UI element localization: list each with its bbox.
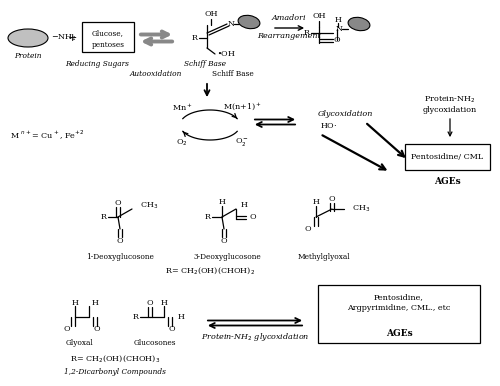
Text: Schiff Base: Schiff Base	[184, 60, 226, 68]
Text: Glyoxal: Glyoxal	[65, 339, 93, 347]
Text: 1,2-Dicarbonyl Compounds: 1,2-Dicarbonyl Compounds	[64, 368, 166, 376]
Text: R: R	[133, 313, 139, 321]
Text: +: +	[68, 33, 76, 43]
Text: O: O	[220, 237, 228, 245]
Text: Glucose,: Glucose,	[92, 29, 124, 37]
Text: R: R	[304, 29, 310, 37]
Text: O$_2^-$: O$_2^-$	[235, 137, 249, 149]
Text: O: O	[168, 325, 175, 333]
Text: O: O	[250, 213, 256, 221]
Text: R: R	[205, 213, 211, 221]
FancyBboxPatch shape	[405, 144, 490, 170]
Ellipse shape	[8, 29, 48, 47]
Text: Protein-NH$_2$: Protein-NH$_2$	[424, 95, 476, 105]
Ellipse shape	[348, 17, 370, 30]
Text: Amadori: Amadori	[272, 14, 306, 22]
Text: Pentosidine/ CML: Pentosidine/ CML	[411, 153, 483, 161]
Text: H: H	[312, 198, 320, 206]
Text: O: O	[64, 325, 70, 333]
FancyBboxPatch shape	[82, 22, 134, 52]
Text: Pentosidine,: Pentosidine,	[374, 293, 424, 301]
Text: H: H	[240, 201, 248, 209]
Text: $\mathdefault{\bullet}$OH: $\mathdefault{\bullet}$OH	[217, 49, 236, 59]
Text: O$_2$: O$_2$	[176, 138, 188, 148]
Text: H: H	[160, 299, 168, 307]
Text: N: N	[336, 25, 342, 33]
Ellipse shape	[238, 15, 260, 29]
Text: glycoxidation: glycoxidation	[423, 106, 477, 114]
Text: 3-Deoxyglucosone: 3-Deoxyglucosone	[193, 253, 261, 261]
Text: Glycoxidation: Glycoxidation	[318, 110, 374, 118]
Text: Autooxidation: Autooxidation	[130, 70, 182, 78]
Text: Rearrangement: Rearrangement	[257, 32, 321, 40]
Text: R= CH$_2$(OH)(CHOH)$_3$: R= CH$_2$(OH)(CHOH)$_3$	[70, 352, 160, 364]
Text: OH: OH	[312, 12, 326, 20]
Text: H: H	[92, 299, 98, 307]
Text: $\mathdefault{-NH_2}$: $\mathdefault{-NH_2}$	[51, 33, 77, 43]
Text: O: O	[94, 325, 100, 333]
Text: O: O	[328, 195, 336, 203]
Text: Mn$^+$: Mn$^+$	[172, 101, 192, 113]
Text: AGEs: AGEs	[434, 178, 460, 186]
Text: Argpyrimidine, CML., etc: Argpyrimidine, CML., etc	[348, 304, 451, 312]
Text: N: N	[228, 20, 234, 28]
Text: H: H	[334, 16, 342, 24]
Text: O: O	[304, 225, 312, 233]
Text: M $^{n+}$= Cu$^+$, Fe$^{+2}$: M $^{n+}$= Cu$^+$, Fe$^{+2}$	[10, 129, 85, 142]
Text: O: O	[334, 36, 340, 44]
Text: Protein: Protein	[14, 52, 42, 60]
Text: pentoses: pentoses	[92, 41, 124, 49]
Text: O: O	[146, 299, 154, 307]
Text: AGEs: AGEs	[386, 328, 412, 337]
Text: R: R	[192, 34, 198, 42]
Text: R= CH$_2$(OH)(CHOH)$_2$: R= CH$_2$(OH)(CHOH)$_2$	[165, 264, 255, 276]
Text: CH$_3$: CH$_3$	[352, 204, 370, 214]
Text: H: H	[72, 299, 78, 307]
Text: Methylglyoxal: Methylglyoxal	[298, 253, 350, 261]
Text: H: H	[218, 198, 226, 206]
Text: OH: OH	[204, 10, 218, 18]
Text: 1-Deoxyglucosone: 1-Deoxyglucosone	[86, 253, 154, 261]
Text: O: O	[116, 237, 123, 245]
Text: Reducing Sugars: Reducing Sugars	[65, 60, 129, 68]
Text: CH$_3$: CH$_3$	[140, 201, 158, 211]
Text: Protein-NH$_2$ glycoxidation: Protein-NH$_2$ glycoxidation	[200, 331, 310, 343]
Text: HO$\cdot$: HO$\cdot$	[320, 120, 337, 129]
Text: R: R	[101, 213, 107, 221]
Text: M(n+1)$^+$: M(n+1)$^+$	[222, 101, 262, 113]
Text: H: H	[178, 313, 185, 321]
FancyBboxPatch shape	[318, 285, 480, 343]
Text: Glucosones: Glucosones	[134, 339, 176, 347]
Text: O: O	[114, 199, 121, 207]
Text: Schiff Base: Schiff Base	[212, 70, 254, 78]
